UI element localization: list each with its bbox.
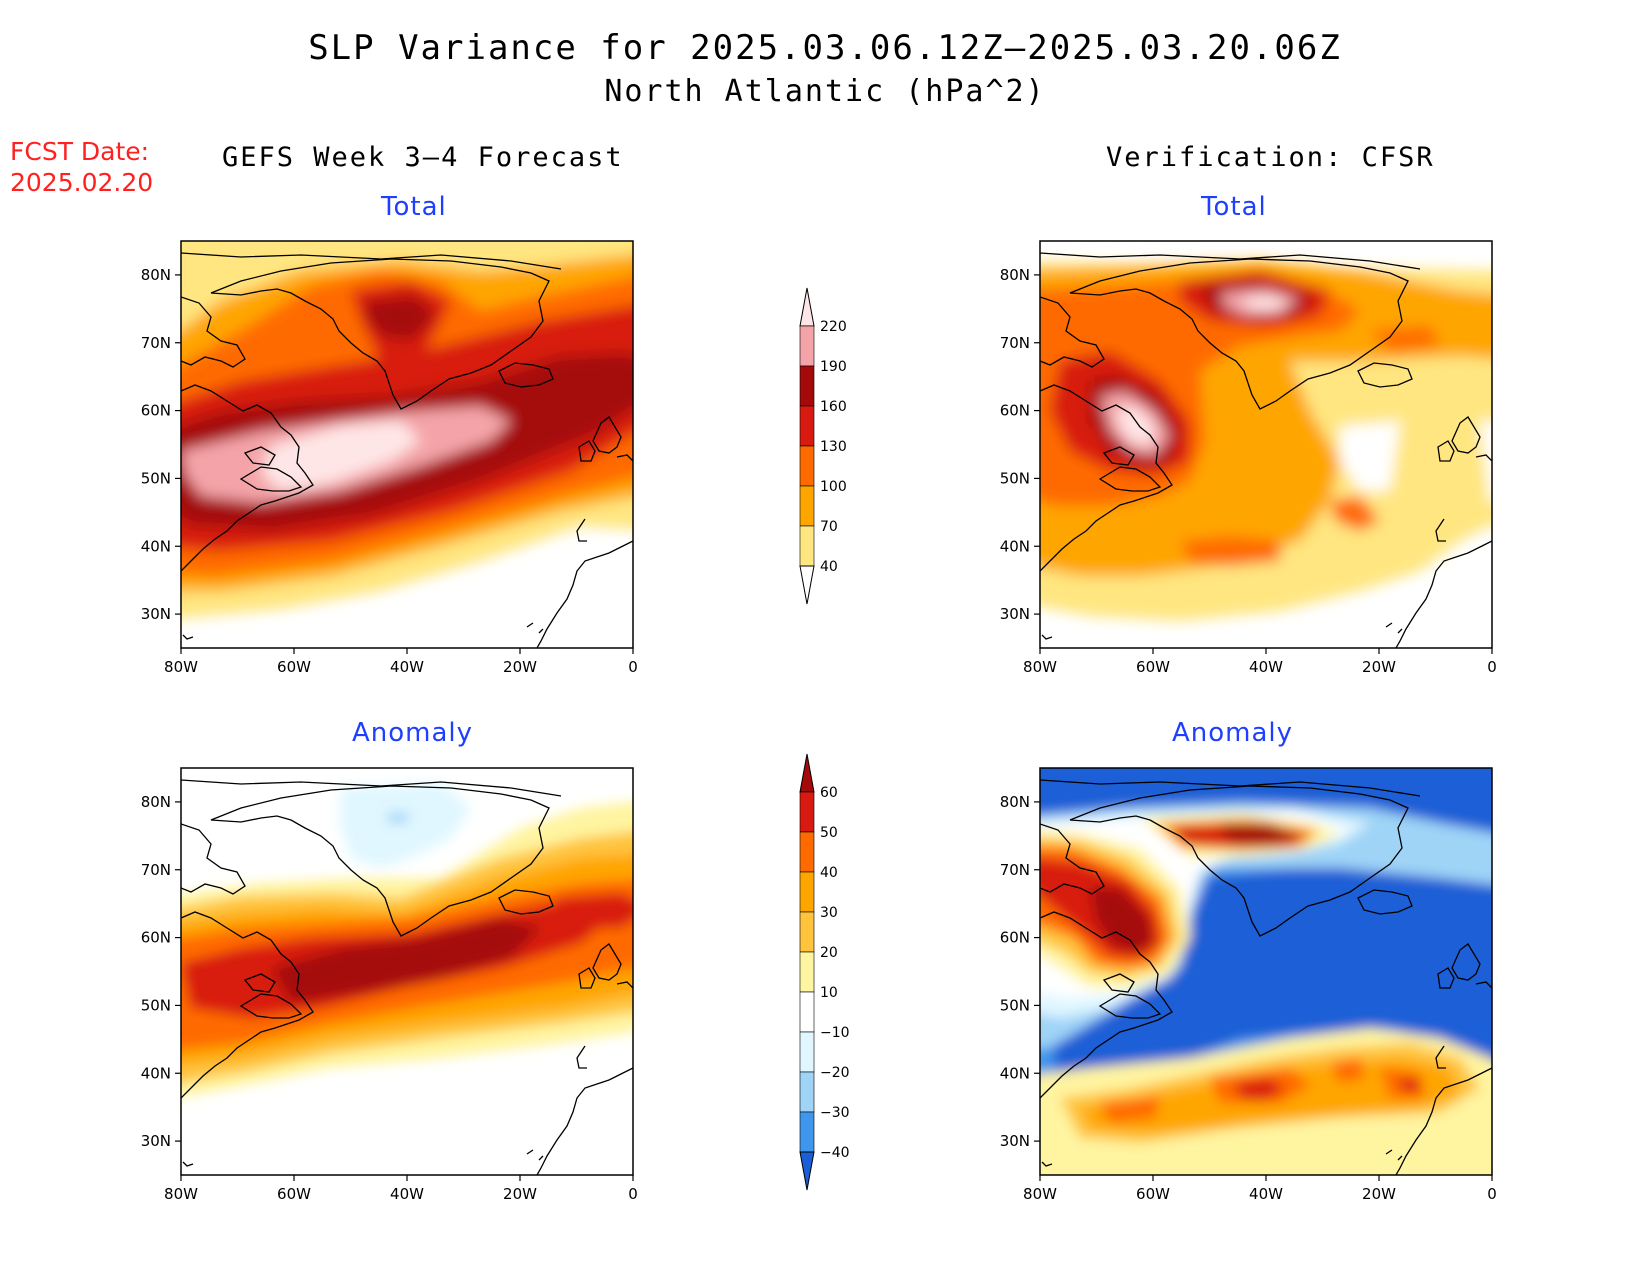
colorbar-total-swatch (799, 485, 815, 527)
colorbar-total-swatch (799, 365, 815, 407)
lat-tick-label: 80N (1000, 266, 1030, 284)
lat-tick-label: 50N (1000, 996, 1030, 1014)
lat-tick-label: 40N (1000, 537, 1030, 555)
colorbar-anom-label: 40 (820, 865, 838, 881)
page-title: SLP Variance for 2025.03.06.12Z–2025.03.… (308, 28, 1342, 68)
map-forecast-anomaly (180, 767, 634, 1176)
colorbar-anom-swatch (799, 991, 815, 1033)
lat-tick-label: 60N (141, 402, 171, 420)
colorbar-total-swatch (799, 405, 815, 447)
lat-tick-label: 70N (1000, 861, 1030, 879)
colorbar-anom-label: 20 (820, 945, 838, 961)
colorbar-anom-swatch (799, 791, 815, 833)
lat-tick-label: 80N (141, 793, 171, 811)
map-verification-total (1039, 240, 1493, 649)
lon-tick-label: 40W (390, 658, 424, 676)
colorbar-total-label: 220 (820, 319, 847, 335)
colorbar-anom-label: 30 (820, 905, 838, 921)
lon-tick-label: 40W (390, 1185, 424, 1203)
colorbar-anom-swatch (799, 911, 815, 953)
colorbar-total-top-arrow (799, 287, 815, 327)
lon-tick-label: 60W (277, 1185, 311, 1203)
lon-tick-label: 80W (164, 658, 198, 676)
colorbar-anom-label: −30 (820, 1105, 850, 1121)
colorbar-total-label: 70 (820, 519, 838, 535)
lat-tick-label: 70N (141, 861, 171, 879)
colorbar-anom-label: −40 (820, 1145, 850, 1161)
colorbar-anomaly: 60 50 40 30 20 10 −10 −20 −30 −40 (799, 753, 850, 1191)
fcst-date-label: FCST Date: (10, 137, 150, 166)
fcst-date-value: 2025.02.20 (10, 168, 154, 197)
lat-tick-label: 30N (1000, 1132, 1030, 1150)
left-column-header: GEFS Week 3–4 Forecast (222, 142, 624, 173)
colorbar-anom-swatch (799, 831, 815, 873)
lat-tick-label: 60N (1000, 929, 1030, 947)
colorbar-total: 220 190 160 130 100 70 40 (799, 287, 847, 605)
colorbar-total-bottom-arrow (799, 565, 815, 605)
colorbar-anom-label: −10 (820, 1025, 850, 1041)
lat-tick-label: 40N (141, 1064, 171, 1082)
lon-tick-label: 80W (1023, 1185, 1057, 1203)
lat-tick-label: 50N (141, 996, 171, 1014)
lat-tick-label: 70N (1000, 334, 1030, 352)
lat-tick-label: 30N (1000, 605, 1030, 623)
lon-tick-label: 40W (1249, 658, 1283, 676)
lat-tick-label: 70N (141, 334, 171, 352)
colorbar-total-label: 40 (820, 559, 838, 575)
bottom-right-panel-title: Anomaly (1172, 718, 1294, 748)
lat-tick-label: 50N (1000, 469, 1030, 487)
lon-tick-label: 60W (1136, 1185, 1170, 1203)
colorbar-anom-bottom-arrow (799, 1151, 815, 1191)
lon-tick-label: 40W (1249, 1185, 1283, 1203)
lon-tick-label: 20W (1362, 1185, 1396, 1203)
lat-tick-label: 60N (1000, 402, 1030, 420)
top-left-panel-title: Total (381, 192, 447, 222)
lat-tick-label: 80N (1000, 793, 1030, 811)
map-forecast-total (180, 240, 634, 649)
colorbar-anom-swatch (799, 1071, 815, 1113)
lat-tick-label: 40N (141, 537, 171, 555)
colorbar-total-label: 130 (820, 439, 847, 455)
colorbar-total-label: 160 (820, 399, 847, 415)
lon-tick-label: 20W (1362, 658, 1396, 676)
right-column-header: Verification: CFSR (1106, 142, 1435, 173)
bottom-left-panel-title: Anomaly (352, 718, 474, 748)
colorbar-anom-swatch (799, 1031, 815, 1073)
fcst-date-block: FCST Date: 2025.02.20 (10, 136, 153, 198)
colorbar-anom-swatch (799, 1111, 815, 1153)
colorbar-anom-top-arrow (799, 753, 815, 793)
lon-tick-label: 0 (1487, 658, 1497, 676)
map-verification-anomaly (1039, 767, 1493, 1176)
lon-tick-label: 0 (1487, 1185, 1497, 1203)
colorbar-anom-label: −20 (820, 1065, 850, 1081)
axes-layer: 80N 70N 60N 50N 40N 30N 80W 60W 40W 20W 0 80N 70N 60N… (141, 266, 1497, 1203)
lat-tick-label: 80N (141, 266, 171, 284)
lon-tick-label: 20W (503, 1185, 537, 1203)
colorbar-total-label: 190 (820, 359, 847, 375)
lon-tick-label: 0 (628, 1185, 638, 1203)
lon-tick-label: 60W (1136, 658, 1170, 676)
lon-tick-label: 0 (628, 658, 638, 676)
colorbar-anom-label: 10 (820, 985, 838, 1001)
colorbar-total-swatch (799, 445, 815, 487)
lat-tick-label: 30N (141, 1132, 171, 1150)
page-subtitle: North Atlantic (hPa^2) (604, 74, 1046, 109)
lat-tick-label: 60N (141, 929, 171, 947)
lon-tick-label: 80W (164, 1185, 198, 1203)
colorbar-anom-swatch (799, 951, 815, 993)
lon-tick-label: 60W (277, 658, 311, 676)
colorbar-anom-label: 50 (820, 825, 838, 841)
colorbar-total-swatch (799, 525, 815, 567)
top-right-panel-title: Total (1201, 192, 1267, 222)
colorbar-anom-swatch (799, 871, 815, 913)
lat-tick-label: 40N (1000, 1064, 1030, 1082)
colorbar-anom-label: 60 (820, 785, 838, 801)
colorbar-total-swatch (799, 325, 815, 367)
lon-tick-label: 80W (1023, 658, 1057, 676)
lat-tick-label: 50N (141, 469, 171, 487)
lat-tick-label: 30N (141, 605, 171, 623)
lon-tick-label: 20W (503, 658, 537, 676)
colorbar-total-label: 100 (820, 479, 847, 495)
